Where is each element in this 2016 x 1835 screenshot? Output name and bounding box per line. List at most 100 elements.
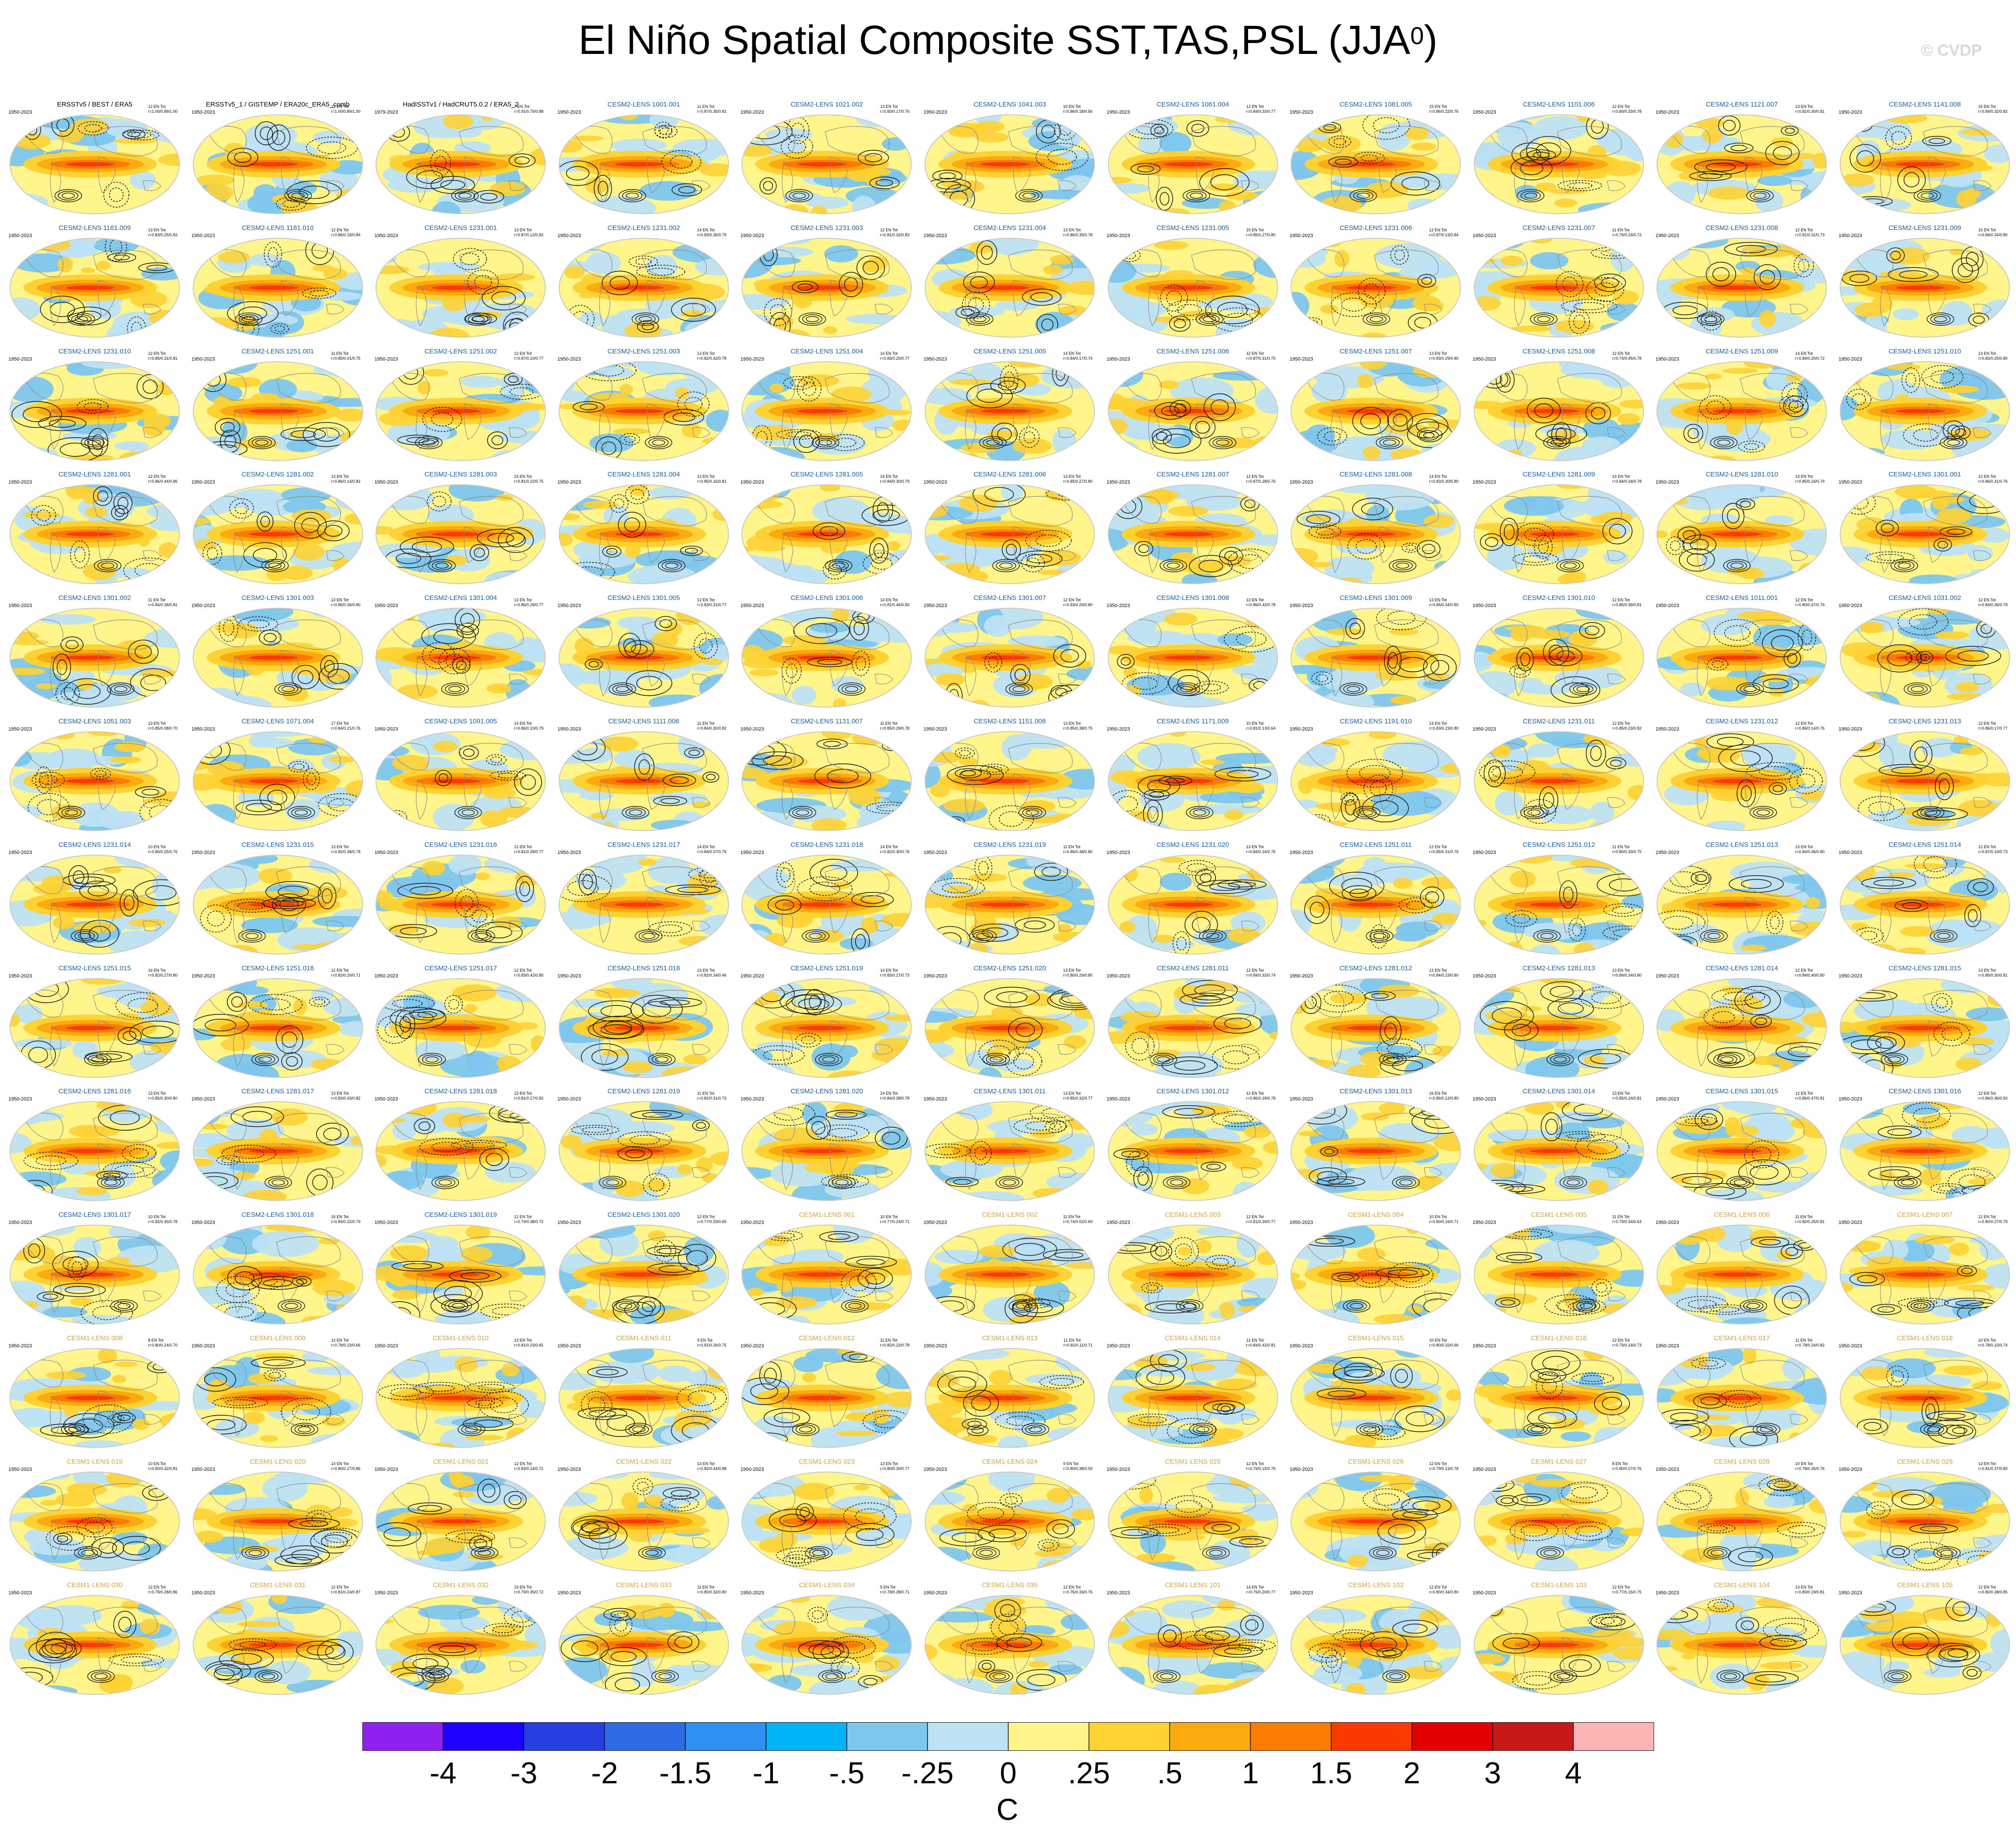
land-outline [1058,304,1076,315]
warm-anomaly-patch [1535,182,1556,192]
equatorial-warm-tongue [1347,409,1396,414]
panel-event-count-and-correlation: 11 EN Tot r=0.82/0.31/0.73 [697,1091,727,1101]
equatorial-warm-tongue [615,1149,664,1154]
cool-anomaly-patch [1657,731,1678,739]
warm-anomaly-patch [961,442,999,453]
psl-contour [31,505,56,526]
psl-contour [1018,191,1039,201]
warm-anomaly-patch [498,1063,532,1075]
panel-event-count-and-correlation: 13 EN Tot r=0.84/0.36/0.80 [1795,844,1825,854]
psl-contour [1025,530,1072,552]
psl-contour [1532,152,1550,158]
cool-anomaly-patch [1159,132,1191,155]
psl-contour [832,562,846,569]
cool-anomaly-patch [149,517,180,532]
cool-anomaly-patch [765,128,813,141]
psl-contour [670,155,693,169]
warm-anomaly-patch [83,562,116,580]
cool-anomaly-patch [1583,417,1619,440]
panel-event-count-and-correlation: 12 EN Tot r=0.84/0.33/0.77 [1246,104,1276,114]
cool-anomaly-patch [1941,300,1973,324]
warm-anomaly-patch [862,259,883,272]
psl-contour [763,181,773,191]
psl-contour [1383,439,1396,446]
warm-anomaly-patch [23,511,60,519]
equatorial-warm-tongue [249,1026,298,1030]
psl-contour [1537,316,1551,322]
psl-contour [431,412,454,427]
psl-contour [1556,271,1584,297]
warm-anomaly-patch [1045,486,1076,501]
cool-anomaly-patch [812,497,870,525]
panel-title: CESM2-LENS 1001.001 [608,101,680,108]
land-outline [509,180,527,191]
land-outline [1671,126,1711,154]
warm-anomaly-patch [1252,1059,1278,1066]
land-outline [642,373,707,403]
cool-anomaly-patch [247,497,298,516]
psl-contour [1594,273,1626,292]
land-outline [1008,373,1073,403]
panel-map [924,361,1095,461]
cool-anomaly-patch [1893,308,1919,320]
psl-contour [869,177,900,189]
psl-contour [781,135,813,159]
map-panel: CESM2-LENS 1231.016 1950-2023 12 EN Tot r=… [369,839,552,963]
psl-contour [1173,319,1186,328]
psl-contour [566,166,590,181]
cool-anomaly-patch [974,115,1002,127]
equatorial-warm-tongue [615,285,664,290]
warm-anomaly-patch [1297,562,1335,568]
cool-anomaly-patch [984,238,1040,255]
map-panel: CESM2-LENS 1251.004 1950-2023 14 EN Tot r=… [735,346,918,469]
warm-anomaly-patch [614,1181,645,1197]
warm-anomaly-patch [376,526,395,535]
psl-contour [865,153,883,162]
cool-anomaly-patch [329,542,363,561]
warm-anomaly-patch [889,319,912,332]
psl-contour [227,148,258,167]
map-panel: CESM2-LENS 1301.006 1950-2023 14 EN Tot r=… [735,592,918,716]
panel-event-count-and-correlation: 12 EN Tot r=1.00/0.89/1.00 [331,104,361,114]
map-outline [9,361,180,461]
land-outline [1331,285,1343,326]
warm-anomaly-patch [1527,630,1570,639]
land-outline [1374,249,1439,280]
warm-anomaly-patch [1794,242,1827,251]
panel-years: 1950-2023 [1289,110,1313,115]
map-panel: CESM2-LENS 1121.007 1950-2023 13 EN Tot r=… [1650,99,1833,222]
psl-contour [1358,278,1386,304]
psl-contour [806,316,819,322]
cool-anomaly-patch [708,1103,729,1119]
equatorial-warm-tongue [1530,285,1579,290]
land-outline [939,249,979,277]
psl-contour [659,127,673,135]
equatorial-warm-tongue [66,1026,115,1030]
panel-years: 1950-2023 [1655,110,1679,115]
warm-anomaly-patch [1384,423,1429,435]
psl-contour [97,490,108,502]
warm-anomaly-patch [1154,241,1188,250]
map-panel: CESM2-LENS 1251.016 1950-2023 12 EN Tot r=… [186,963,370,1086]
panel-map [741,978,912,1078]
psl-contour [509,387,534,396]
psl-contour [259,126,273,140]
panel-event-count-and-correlation: 13 EN Tot r=0.83/0.23/0.80 [1429,721,1459,731]
cool-anomaly-patch [97,985,144,998]
warm-anomaly-patch [1936,508,1971,524]
psl-contour [1357,193,1370,199]
equatorial-warm-tongue [1712,409,1762,414]
warm-anomaly-patch [1012,438,1052,454]
warm-anomaly-patch [443,115,474,129]
land-outline [647,280,665,316]
cool-anomaly-patch [526,240,546,253]
psl-contour [955,306,980,319]
psl-contour [630,489,644,500]
panel-event-count-and-correlation: 12 EN Tot r=0.86/0.14/0.76 [1795,721,1825,731]
psl-contour [473,190,505,204]
psl-contour [38,415,86,431]
cool-anomaly-patch [382,818,411,831]
warm-anomaly-patch [1706,676,1749,691]
psl-contour [1189,193,1203,199]
psl-contour [1573,314,1585,329]
